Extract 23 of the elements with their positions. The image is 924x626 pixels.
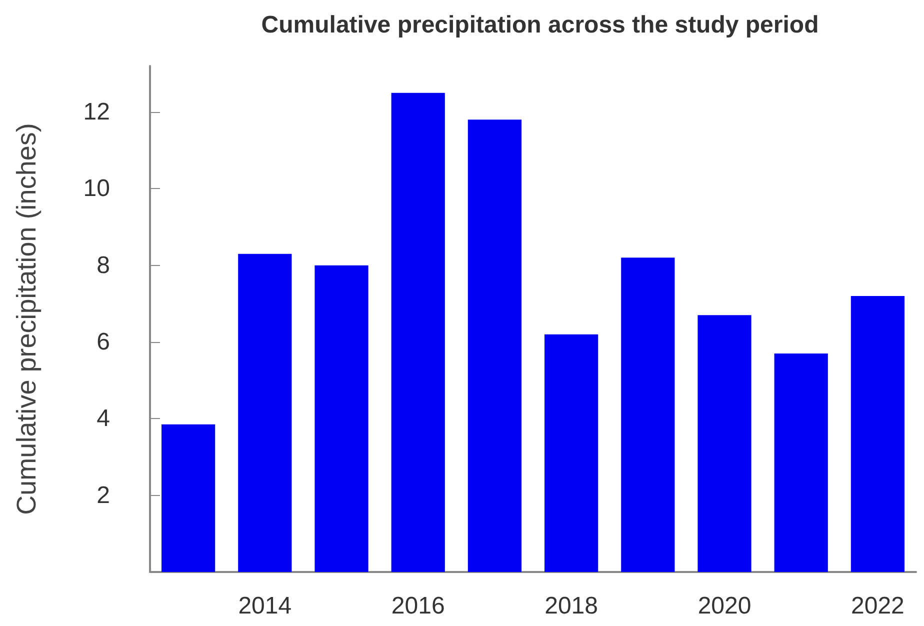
x-tick-label: 2020	[698, 592, 752, 620]
bar	[544, 334, 598, 572]
bar	[238, 254, 292, 572]
chart-title: Cumulative precipitation across the study period	[261, 12, 819, 38]
y-tick-label: 4	[96, 405, 110, 432]
bar	[391, 92, 445, 572]
x-tick-label: 2018	[544, 592, 598, 620]
bar	[774, 354, 828, 572]
x-tick-label: 2022	[851, 592, 904, 620]
bar	[850, 296, 905, 572]
y-tick-label: 10	[83, 175, 110, 202]
y-tick-label: 6	[96, 328, 110, 356]
y-tick-label: 8	[96, 252, 110, 279]
bar	[698, 315, 752, 572]
bar	[621, 258, 675, 572]
bar	[314, 265, 368, 572]
y-tick-label: 12	[83, 98, 110, 126]
bar	[468, 120, 522, 572]
x-tick-label: 2014	[238, 592, 292, 620]
y-tick-label: 2	[96, 482, 110, 509]
bar	[161, 424, 216, 572]
y-axis-title: Cumulative precipitation (inches)	[12, 123, 42, 515]
x-tick-label: 2016	[391, 592, 445, 620]
